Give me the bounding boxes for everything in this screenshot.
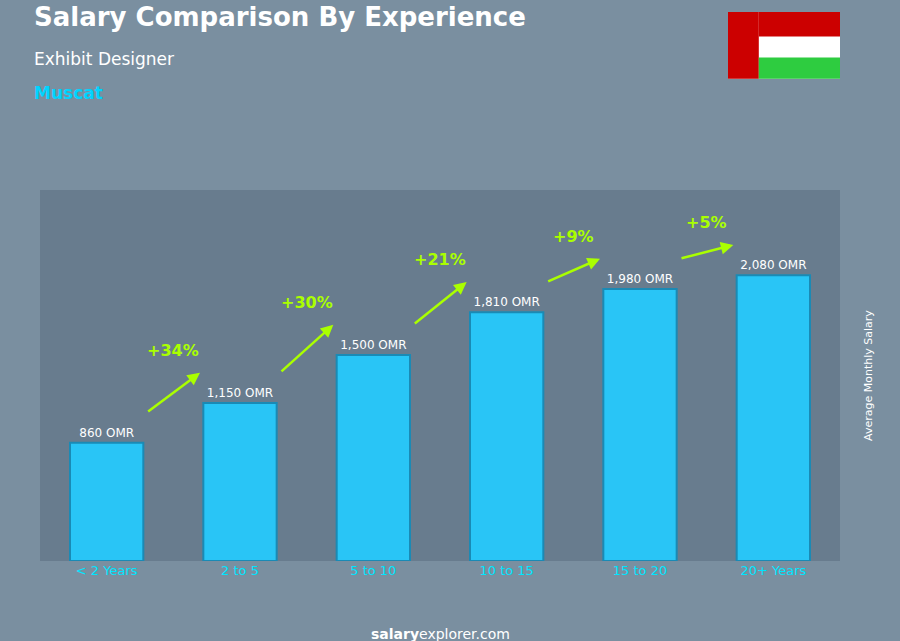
svg-text:+30%: +30% [281, 293, 333, 312]
svg-text:1,150 OMR: 1,150 OMR [207, 386, 273, 400]
svg-text:1,980 OMR: 1,980 OMR [607, 272, 673, 286]
svg-text:1,500 OMR: 1,500 OMR [340, 338, 406, 352]
svg-text:Average Monthly Salary: Average Monthly Salary [862, 310, 875, 441]
svg-text:2,080 OMR: 2,080 OMR [740, 258, 806, 272]
svg-text:+9%: +9% [553, 227, 594, 246]
svg-text:Salary Comparison By Experienc: Salary Comparison By Experience [34, 2, 526, 32]
svg-text:salaryexplorer.com: salaryexplorer.com [371, 626, 510, 641]
svg-text:15 to 20: 15 to 20 [613, 563, 667, 578]
svg-text:1,810 OMR: 1,810 OMR [474, 295, 540, 309]
svg-text:+5%: +5% [686, 213, 727, 232]
svg-text:10 to 15: 10 to 15 [479, 563, 533, 578]
svg-text:+21%: +21% [414, 250, 466, 269]
svg-text:20+ Years: 20+ Years [740, 563, 806, 578]
svg-text:< 2 Years: < 2 Years [76, 563, 138, 578]
svg-text:Muscat: Muscat [34, 83, 103, 103]
svg-text:+34%: +34% [147, 341, 199, 360]
svg-text:Exhibit Designer: Exhibit Designer [34, 49, 174, 69]
svg-text:5 to 10: 5 to 10 [350, 563, 396, 578]
svg-text:860 OMR: 860 OMR [79, 426, 134, 440]
svg-text:2 to 5: 2 to 5 [221, 563, 259, 578]
